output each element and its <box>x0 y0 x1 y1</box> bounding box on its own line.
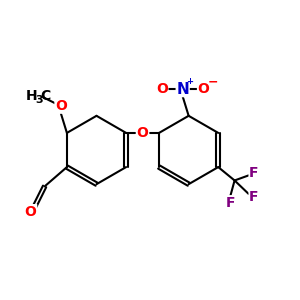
Text: H: H <box>26 89 37 103</box>
Text: O: O <box>25 205 37 219</box>
Text: O: O <box>156 82 168 96</box>
Text: O: O <box>136 126 148 140</box>
Text: +: + <box>187 77 194 86</box>
Text: 3: 3 <box>35 95 43 105</box>
Text: N: N <box>176 82 189 97</box>
Text: F: F <box>225 196 235 210</box>
Text: −: − <box>208 75 218 88</box>
Text: O: O <box>55 99 67 113</box>
Text: F: F <box>249 166 259 180</box>
Text: O: O <box>198 82 209 96</box>
Text: F: F <box>249 190 259 204</box>
Text: C: C <box>40 89 51 103</box>
